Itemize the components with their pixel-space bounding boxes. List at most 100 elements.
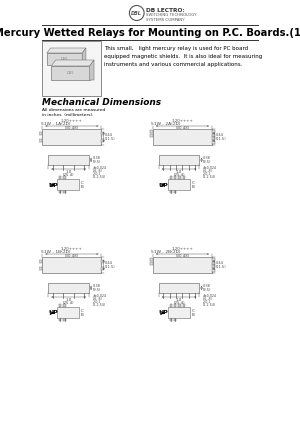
- Bar: [63, 318, 66, 321]
- Text: (25.4): (25.4): [173, 173, 185, 177]
- Text: (30.48): (30.48): [175, 126, 190, 130]
- Text: C: C: [81, 181, 84, 184]
- Bar: [150, 133, 153, 136]
- Text: B: B: [81, 184, 84, 189]
- Text: 1.20++++: 1.20++++: [61, 247, 83, 251]
- Text: 1.20++++: 1.20++++: [172, 247, 193, 251]
- Text: (30.48): (30.48): [65, 126, 79, 130]
- Bar: [212, 137, 215, 140]
- Bar: [40, 266, 42, 270]
- Text: 1.0: 1.0: [65, 170, 72, 174]
- Bar: [212, 265, 215, 269]
- Bar: [183, 176, 185, 178]
- Text: (.6-.8): (.6-.8): [203, 297, 213, 301]
- Bar: [183, 304, 185, 306]
- Text: #x0.024: #x0.024: [92, 166, 107, 170]
- Bar: [101, 261, 104, 264]
- Text: 1.0: 1.0: [176, 298, 182, 302]
- Text: (2-2.54): (2-2.54): [92, 175, 106, 179]
- Bar: [212, 269, 215, 272]
- Text: All dimensions are measured: All dimensions are measured: [42, 108, 106, 112]
- Text: B: B: [191, 312, 194, 317]
- Text: UP: UP: [48, 182, 58, 187]
- Bar: [59, 318, 61, 321]
- Bar: [153, 129, 212, 145]
- Text: UP: UP: [48, 311, 58, 315]
- Bar: [212, 258, 215, 261]
- Bar: [178, 304, 181, 306]
- Text: 0.44
(11.5): 0.44 (11.5): [105, 261, 116, 269]
- Text: 51W - 1B(2D): 51W - 1B(2D): [41, 250, 70, 254]
- Text: (2-2.54): (2-2.54): [92, 303, 106, 307]
- Text: (.6-.8): (.6-.8): [203, 169, 213, 173]
- Bar: [42, 41, 101, 96]
- Bar: [59, 176, 61, 178]
- Text: (25.4): (25.4): [63, 173, 74, 177]
- Bar: [150, 258, 153, 261]
- Bar: [169, 318, 172, 321]
- Bar: [169, 176, 172, 178]
- Bar: [51, 66, 90, 80]
- Bar: [174, 176, 176, 178]
- Text: 0.38
(9.5): 0.38 (9.5): [92, 156, 101, 164]
- Text: 51W - 2A(2D): 51W - 2A(2D): [152, 122, 181, 126]
- Text: 2-0.1: 2-0.1: [203, 300, 212, 304]
- Text: DBL: DBL: [131, 11, 142, 15]
- Text: 1.20++++: 1.20++++: [61, 119, 83, 123]
- Bar: [57, 307, 79, 318]
- Bar: [47, 53, 82, 65]
- Text: DBL: DBL: [61, 57, 68, 61]
- Text: (2-2.54): (2-2.54): [203, 303, 216, 307]
- Text: (.6-.8): (.6-.8): [92, 169, 102, 173]
- Text: 51W - 1A(2D): 51W - 1A(2D): [41, 122, 70, 126]
- Text: (25.4): (25.4): [173, 301, 185, 305]
- Polygon shape: [90, 60, 94, 80]
- Bar: [159, 155, 200, 165]
- Text: (.6-.8): (.6-.8): [92, 297, 102, 301]
- Bar: [150, 262, 153, 265]
- Text: SWITCHING TECHNOLOGY: SWITCHING TECHNOLOGY: [146, 13, 197, 17]
- Bar: [169, 190, 172, 193]
- Text: #x0.024: #x0.024: [203, 166, 217, 170]
- Text: UP: UP: [159, 311, 169, 315]
- Bar: [42, 129, 101, 145]
- Bar: [101, 139, 104, 142]
- Text: #x0.024: #x0.024: [203, 294, 217, 298]
- Text: 0.44
(11.5): 0.44 (11.5): [105, 133, 116, 141]
- Bar: [42, 257, 101, 273]
- Text: DBL: DBL: [67, 71, 74, 75]
- Bar: [63, 176, 66, 178]
- Bar: [212, 141, 215, 144]
- Bar: [40, 139, 42, 142]
- Polygon shape: [51, 60, 94, 66]
- Text: Mercury Wetted Relays for Mounting on P.C. Boards.(1): Mercury Wetted Relays for Mounting on P.…: [0, 28, 300, 38]
- Bar: [174, 190, 176, 193]
- Text: 2-0.1: 2-0.1: [203, 172, 212, 176]
- Text: UP: UP: [159, 182, 169, 187]
- Bar: [40, 132, 42, 135]
- Text: instruments and various commercial applications.: instruments and various commercial appli…: [104, 62, 243, 66]
- Bar: [168, 179, 190, 190]
- Text: SYSTEMS COMPANY: SYSTEMS COMPANY: [146, 18, 185, 22]
- Bar: [212, 133, 215, 136]
- Text: equipped magnetic shields.  It is also ideal for measuring: equipped magnetic shields. It is also id…: [104, 54, 262, 59]
- Text: (30.48): (30.48): [175, 254, 190, 258]
- Polygon shape: [47, 48, 86, 53]
- Text: This small,   light mercury relay is used for PC board: This small, light mercury relay is used …: [104, 45, 248, 51]
- Text: 2-0.1: 2-0.1: [92, 300, 101, 304]
- Bar: [101, 132, 104, 135]
- Polygon shape: [82, 48, 86, 65]
- Text: in inches  (millimeters).: in inches (millimeters).: [42, 113, 94, 117]
- Bar: [101, 266, 104, 270]
- Bar: [59, 190, 61, 193]
- Bar: [168, 307, 190, 318]
- Text: C: C: [191, 181, 194, 184]
- Text: (25.4): (25.4): [63, 301, 74, 305]
- Bar: [178, 176, 181, 178]
- Text: (2-2.54): (2-2.54): [203, 175, 216, 179]
- Bar: [159, 283, 200, 293]
- Text: (30.48): (30.48): [65, 254, 79, 258]
- Bar: [150, 130, 153, 133]
- Text: 1.20++++: 1.20++++: [172, 119, 193, 123]
- Text: C: C: [191, 309, 194, 312]
